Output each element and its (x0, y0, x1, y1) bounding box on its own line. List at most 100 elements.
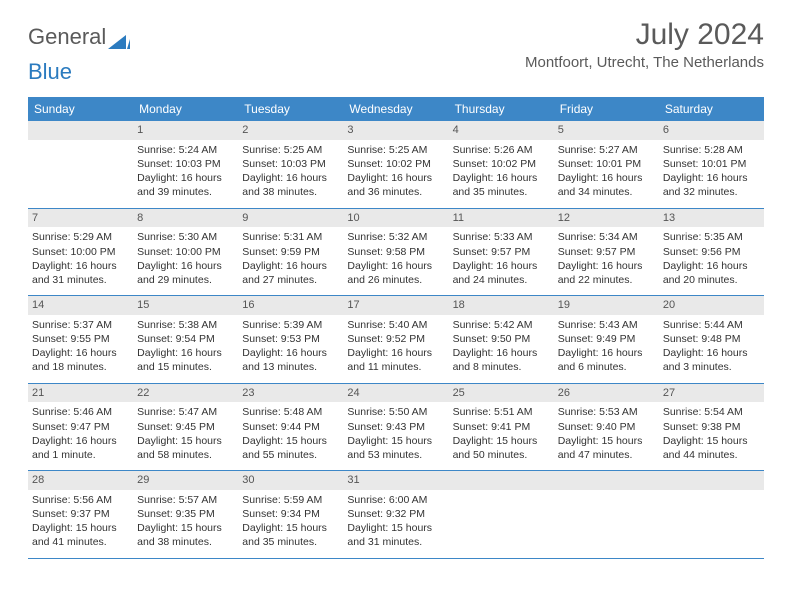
sunrise-text: Sunrise: 5:26 AM (453, 143, 550, 157)
day-cell: 3Sunrise: 5:25 AMSunset: 10:02 PMDayligh… (343, 121, 448, 208)
week-row: 28Sunrise: 5:56 AMSunset: 9:37 PMDayligh… (28, 471, 764, 559)
sunrise-text: Sunrise: 5:31 AM (242, 230, 339, 244)
sunset-text: Sunset: 9:35 PM (137, 507, 234, 521)
sunrise-text: Sunrise: 5:42 AM (453, 318, 550, 332)
month-title: July 2024 (525, 18, 764, 52)
sunrise-text: Sunrise: 6:00 AM (347, 493, 444, 507)
sunrise-text: Sunrise: 5:27 AM (558, 143, 655, 157)
daylight-text: Daylight: 15 hours and 47 minutes. (558, 434, 655, 462)
day-cell: 6Sunrise: 5:28 AMSunset: 10:01 PMDayligh… (659, 121, 764, 208)
daylight-text: Daylight: 16 hours and 29 minutes. (137, 259, 234, 287)
day-cell: 5Sunrise: 5:27 AMSunset: 10:01 PMDayligh… (554, 121, 659, 208)
sunrise-text: Sunrise: 5:53 AM (558, 405, 655, 419)
daylight-text: Daylight: 15 hours and 55 minutes. (242, 434, 339, 462)
day-number: 4 (449, 121, 554, 140)
sunset-text: Sunset: 9:47 PM (32, 420, 129, 434)
daylight-text: Daylight: 16 hours and 31 minutes. (32, 259, 129, 287)
day-number: 23 (238, 384, 343, 403)
daylight-text: Daylight: 15 hours and 44 minutes. (663, 434, 760, 462)
sunrise-text: Sunrise: 5:40 AM (347, 318, 444, 332)
sunrise-text: Sunrise: 5:28 AM (663, 143, 760, 157)
day-cell: 22Sunrise: 5:47 AMSunset: 9:45 PMDayligh… (133, 384, 238, 471)
sunset-text: Sunset: 10:01 PM (663, 157, 760, 171)
logo: General (28, 18, 130, 50)
sunrise-text: Sunrise: 5:30 AM (137, 230, 234, 244)
sunset-text: Sunset: 9:43 PM (347, 420, 444, 434)
sunset-text: Sunset: 9:34 PM (242, 507, 339, 521)
day-number: 25 (449, 384, 554, 403)
day-number (28, 121, 133, 140)
day-number: 20 (659, 296, 764, 315)
sunrise-text: Sunrise: 5:34 AM (558, 230, 655, 244)
day-number: 12 (554, 209, 659, 228)
day-number (554, 471, 659, 490)
calendar: Sunday Monday Tuesday Wednesday Thursday… (28, 97, 764, 559)
day-cell (449, 471, 554, 558)
day-number: 27 (659, 384, 764, 403)
daylight-text: Daylight: 16 hours and 36 minutes. (347, 171, 444, 199)
sunset-text: Sunset: 9:56 PM (663, 245, 760, 259)
sunset-text: Sunset: 10:03 PM (137, 157, 234, 171)
sunset-text: Sunset: 9:48 PM (663, 332, 760, 346)
sunrise-text: Sunrise: 5:29 AM (32, 230, 129, 244)
sunrise-text: Sunrise: 5:59 AM (242, 493, 339, 507)
day-number: 30 (238, 471, 343, 490)
sunrise-text: Sunrise: 5:51 AM (453, 405, 550, 419)
day-cell: 7Sunrise: 5:29 AMSunset: 10:00 PMDayligh… (28, 209, 133, 296)
sunset-text: Sunset: 10:01 PM (558, 157, 655, 171)
day-cell: 9Sunrise: 5:31 AMSunset: 9:59 PMDaylight… (238, 209, 343, 296)
day-cell: 2Sunrise: 5:25 AMSunset: 10:03 PMDayligh… (238, 121, 343, 208)
sunset-text: Sunset: 9:44 PM (242, 420, 339, 434)
sunset-text: Sunset: 9:32 PM (347, 507, 444, 521)
day-cell: 27Sunrise: 5:54 AMSunset: 9:38 PMDayligh… (659, 384, 764, 471)
sunrise-text: Sunrise: 5:57 AM (137, 493, 234, 507)
weeks-container: 1 Sunrise: 5:24 AMSunset: 10:03 PM Dayligh… (28, 121, 764, 559)
day-cell: 1Sunrise: 5:24 AMSunset: 10:03 PMDayligh… (133, 121, 238, 208)
sunset-text: Sunset: 10:00 PM (32, 245, 129, 259)
day-cell: 10Sunrise: 5:32 AMSunset: 9:58 PMDayligh… (343, 209, 448, 296)
daylight-text: Daylight: 15 hours and 41 minutes. (32, 521, 129, 549)
daylight-text: Daylight: 16 hours and 20 minutes. (663, 259, 760, 287)
sunrise-text: Sunrise: 5:54 AM (663, 405, 760, 419)
day-cell: 15Sunrise: 5:38 AMSunset: 9:54 PMDayligh… (133, 296, 238, 383)
week-row: 14Sunrise: 5:37 AMSunset: 9:55 PMDayligh… (28, 296, 764, 384)
sunset-text: Sunset: 9:58 PM (347, 245, 444, 259)
sunset-text: Sunset: 10:02 PM (347, 157, 444, 171)
location: Montfoort, Utrecht, The Netherlands (525, 54, 764, 71)
daylight-text: Daylight: 16 hours and 6 minutes. (558, 346, 655, 374)
weekday-header: Friday (554, 97, 659, 121)
sunrise-text: Sunrise: 5:24 AM (137, 143, 234, 157)
day-number: 6 (659, 121, 764, 140)
day-number (449, 471, 554, 490)
day-cell: 25Sunrise: 5:51 AMSunset: 9:41 PMDayligh… (449, 384, 554, 471)
day-number: 8 (133, 209, 238, 228)
weekday-header: Sunday (28, 97, 133, 121)
day-number: 26 (554, 384, 659, 403)
sunrise-text: Sunrise: 5:43 AM (558, 318, 655, 332)
daylight-text: Daylight: 16 hours and 1 minute. (32, 434, 129, 462)
day-number: 16 (238, 296, 343, 315)
logo-text-general: General (28, 24, 106, 50)
daylight-text: Daylight: 16 hours and 3 minutes. (663, 346, 760, 374)
day-number: 1 (133, 121, 238, 140)
daylight-text: Daylight: 16 hours and 22 minutes. (558, 259, 655, 287)
day-cell: 26Sunrise: 5:53 AMSunset: 9:40 PMDayligh… (554, 384, 659, 471)
day-number: 31 (343, 471, 448, 490)
sunset-text: Sunset: 9:41 PM (453, 420, 550, 434)
day-cell: 23Sunrise: 5:48 AMSunset: 9:44 PMDayligh… (238, 384, 343, 471)
sunrise-text: Sunrise: 5:39 AM (242, 318, 339, 332)
day-cell: 4Sunrise: 5:26 AMSunset: 10:02 PMDayligh… (449, 121, 554, 208)
logo-text-blue: Blue (28, 59, 72, 85)
day-number: 15 (133, 296, 238, 315)
day-cell: 8Sunrise: 5:30 AMSunset: 10:00 PMDayligh… (133, 209, 238, 296)
weekday-header-row: Sunday Monday Tuesday Wednesday Thursday… (28, 97, 764, 121)
day-cell: 30Sunrise: 5:59 AMSunset: 9:34 PMDayligh… (238, 471, 343, 558)
sunrise-text: Sunrise: 5:37 AM (32, 318, 129, 332)
sunrise-text: Sunrise: 5:50 AM (347, 405, 444, 419)
daylight-text: Daylight: 16 hours and 11 minutes. (347, 346, 444, 374)
week-row: 21Sunrise: 5:46 AMSunset: 9:47 PMDayligh… (28, 384, 764, 472)
daylight-text: Daylight: 16 hours and 24 minutes. (453, 259, 550, 287)
weekday-header: Monday (133, 97, 238, 121)
daylight-text: Daylight: 15 hours and 31 minutes. (347, 521, 444, 549)
day-cell: 20Sunrise: 5:44 AMSunset: 9:48 PMDayligh… (659, 296, 764, 383)
